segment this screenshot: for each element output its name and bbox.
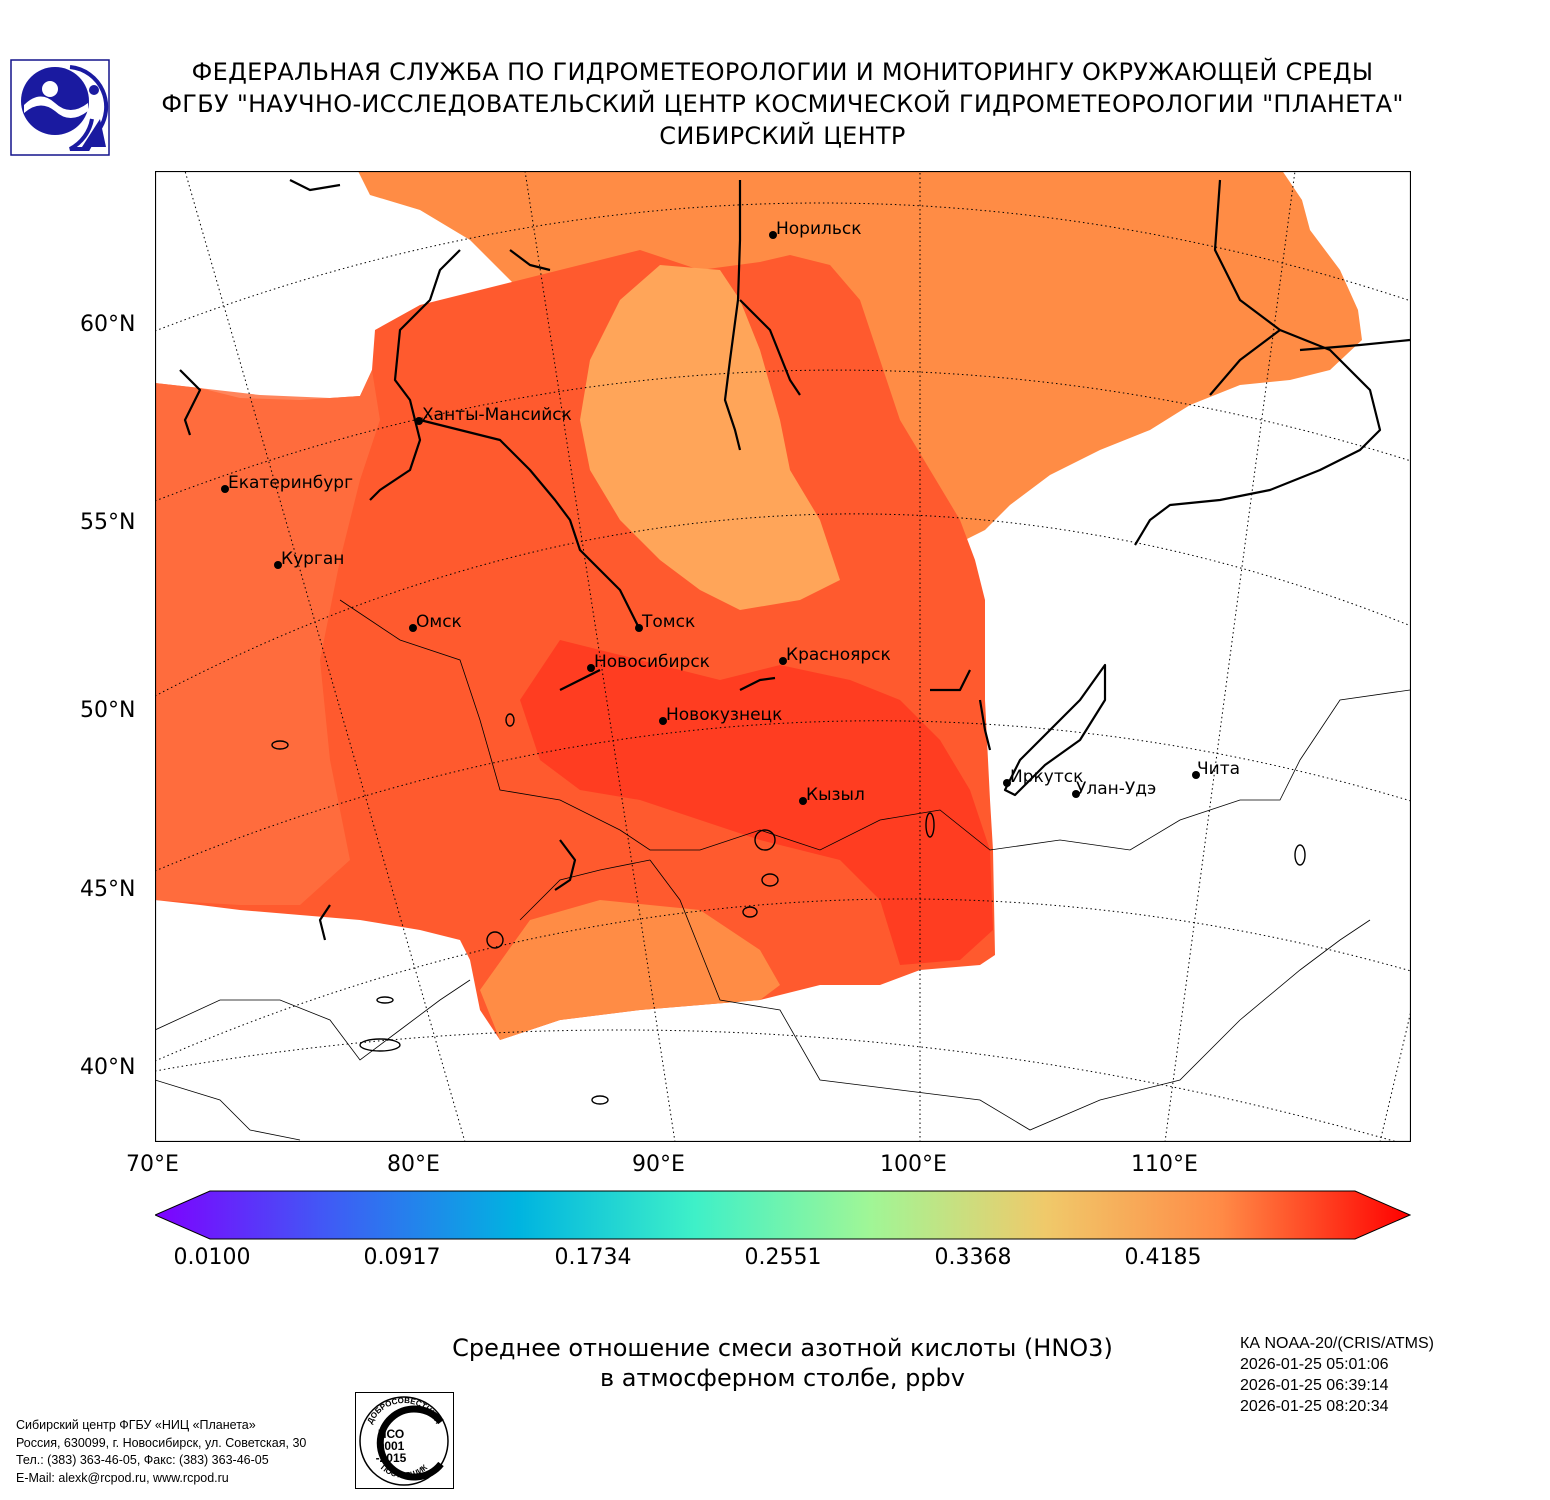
svg-text:Красноярск: Красноярск	[786, 645, 891, 665]
iso-badge: ДОБРОСОВЕСТНЫЙ ПОСТАВЩИК ИСО 9001 -2015	[355, 1392, 454, 1489]
city-krasnoyarsk: Красноярск	[779, 645, 891, 665]
pass-time-3: 2026-01-25 08:20:34	[1240, 1398, 1389, 1415]
colorbar-tick-5: 0.4185	[1124, 1245, 1202, 1270]
city-kurgan: Курган	[274, 549, 344, 569]
graticule	[155, 171, 1411, 1142]
svg-text:Ханты-Мансийск: Ханты-Мансийск	[422, 405, 572, 425]
lat-label-60: 60°N	[80, 312, 136, 337]
svg-text:Омск: Омск	[416, 612, 462, 632]
lat-label-40: 40°N	[80, 1055, 136, 1080]
svg-text:Курган: Курган	[281, 549, 344, 569]
rivers	[179, 179, 1411, 941]
colorbar	[155, 1190, 1411, 1240]
svg-text:Екатеринбург: Екатеринбург	[228, 473, 353, 493]
city-chita: Чита	[1192, 759, 1240, 779]
city-khanty-mansiysk: Ханты-Мансийск	[415, 405, 572, 425]
contact-address: Россия, 630099, г. Новосибирск, ул. Сове…	[16, 1435, 307, 1450]
city-norilsk: Норильск	[769, 219, 862, 239]
header-institute: ФГБУ "НАУЧНО-ИССЛЕДОВАТЕЛЬСКИЙ ЦЕНТР КОС…	[161, 90, 1404, 118]
lon-label-110: 110°E	[1131, 1152, 1198, 1177]
lat-label-50: 50°N	[80, 698, 136, 723]
city-irkutsk: Иркутск	[1003, 767, 1083, 787]
planeta-logo	[10, 59, 110, 156]
colorbar-tick-2: 0.1734	[554, 1245, 632, 1270]
map-panel: Норильск Ханты-Мансийск Екатеринбург Кур…	[155, 171, 1411, 1142]
contact-email: E-Mail: alexk@rcpod.ru, www.rcpod.ru	[16, 1470, 229, 1485]
header-center: СИБИРСКИЙ ЦЕНТР	[659, 122, 906, 150]
svg-text:ИСО: ИСО	[378, 1427, 404, 1441]
pass-time-1: 2026-01-25 05:01:06	[1240, 1356, 1389, 1373]
svg-text:Новокузнецк: Новокузнецк	[666, 705, 782, 725]
colorbar-tick-1: 0.0917	[363, 1245, 441, 1270]
lat-label-45: 45°N	[80, 877, 136, 902]
colorbar-tick-3: 0.2551	[744, 1245, 822, 1270]
svg-text:Иркутск: Иркутск	[1010, 767, 1083, 787]
lat-label-55: 55°N	[80, 510, 136, 535]
pass-time-2: 2026-01-25 06:39:14	[1240, 1377, 1389, 1394]
svg-text:Томск: Томск	[641, 612, 695, 632]
product-title-line2: в атмосферном столбе, ppbv	[599, 1364, 965, 1392]
product-title-line1: Среднее отношение смеси азотной кислоты …	[452, 1334, 1113, 1362]
city-kyzyl: Кызыл	[799, 785, 865, 805]
lon-label-80: 80°E	[387, 1152, 440, 1177]
city-novosibirsk: Новосибирск	[587, 652, 710, 672]
city-tomsk: Томск	[635, 612, 695, 632]
svg-text:Новосибирск: Новосибирск	[594, 652, 710, 672]
header-agency: ФЕДЕРАЛЬНАЯ СЛУЖБА ПО ГИДРОМЕТЕОРОЛОГИИ …	[191, 58, 1374, 86]
contact-org: Сибирский центр ФГБУ «НИЦ «Планета»	[16, 1418, 256, 1432]
country-borders	[155, 599, 1411, 1141]
svg-text:-2015: -2015	[376, 1451, 407, 1465]
contact-phone: Тел.: (383) 363-46-05, Факс: (383) 363-4…	[16, 1453, 269, 1467]
svg-text:Улан-Удэ: Улан-Удэ	[1076, 779, 1156, 799]
lon-label-100: 100°E	[880, 1152, 947, 1177]
city-yekaterinburg: Екатеринбург	[221, 473, 353, 493]
svg-text:Чита: Чита	[1197, 759, 1240, 779]
satellite-info: КА NOAA-20/(CRIS/ATMS) 2026-01-25 05:01:…	[1240, 1333, 1434, 1417]
lon-label-90: 90°E	[632, 1152, 685, 1177]
svg-text:Кызыл: Кызыл	[806, 785, 865, 805]
colorbar-tick-0: 0.0100	[173, 1245, 251, 1270]
city-novokuznetsk: Новокузнецк	[659, 705, 782, 725]
svg-text:9001: 9001	[378, 1439, 405, 1453]
contact-block: Сибирский центр ФГБУ «НИЦ «Планета» Росс…	[16, 1417, 306, 1487]
svg-text:Норильск: Норильск	[776, 219, 862, 239]
satellite-name: КА NOAA-20/(CRIS/ATMS)	[1240, 1335, 1434, 1352]
city-markers: Норильск Ханты-Мансийск Екатеринбург Кур…	[221, 219, 1240, 805]
city-ulan-ude: Улан-Удэ	[1072, 779, 1156, 799]
colorbar-tick-4: 0.3368	[934, 1245, 1012, 1270]
lon-label-70: 70°E	[126, 1152, 179, 1177]
city-omsk: Омск	[409, 612, 462, 632]
